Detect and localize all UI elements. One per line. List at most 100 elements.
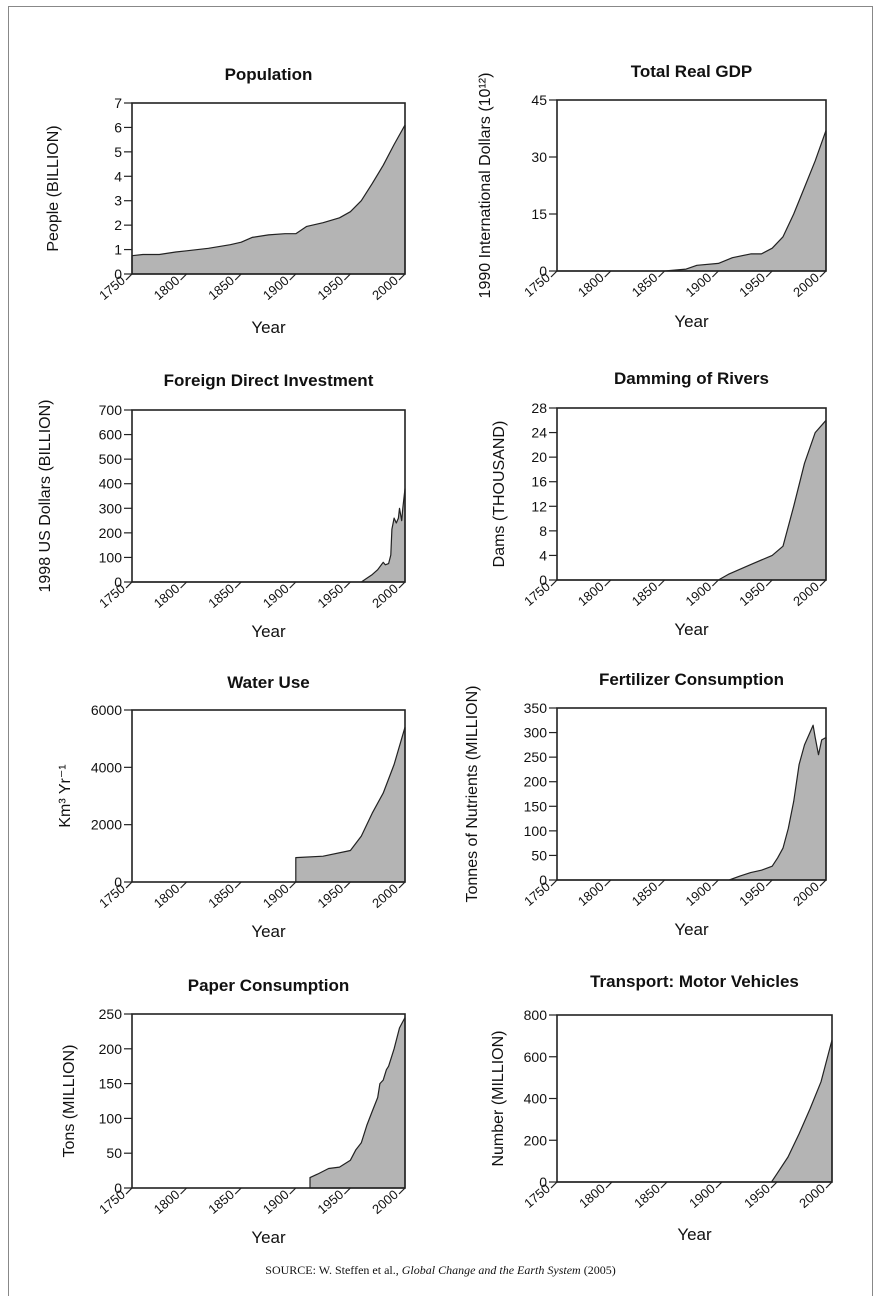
y-tick-label: 600: [99, 427, 123, 443]
x-tick: [289, 273, 297, 281]
y-tick-label: 45: [531, 92, 547, 108]
y-tick-label: 6: [114, 119, 122, 135]
x-tick-label: 1900: [683, 879, 715, 909]
y-tick-label: 0: [114, 874, 122, 890]
x-tick: [125, 1187, 133, 1195]
x-tick-label: 1800: [151, 881, 183, 911]
x-tick: [604, 270, 612, 278]
x-tick: [343, 881, 351, 889]
x-tick-label: 1750: [521, 879, 553, 909]
y-axis-label: Km³ Yr⁻¹: [57, 764, 74, 827]
x-tick: [770, 1181, 778, 1189]
x-tick-label: 1800: [576, 1181, 608, 1211]
x-tick: [550, 879, 558, 887]
x-tick: [660, 1181, 668, 1189]
x-tick-label: 1900: [683, 270, 715, 300]
area-series: [556, 724, 827, 881]
x-tick: [658, 579, 666, 587]
x-tick-label: 1850: [205, 581, 237, 611]
y-tick-label: 300: [524, 725, 548, 741]
chart-title: Total Real GDP: [631, 62, 753, 81]
x-tick: [711, 579, 719, 587]
x-tick-label: 1800: [151, 273, 183, 303]
x-tick: [180, 273, 188, 281]
x-tick: [125, 581, 133, 589]
y-tick-label: 50: [106, 1145, 122, 1161]
x-tick-label: 2000: [369, 273, 401, 303]
x-tick: [289, 581, 297, 589]
y-tick-label: 8: [539, 523, 547, 539]
x-tick-label: 2000: [369, 881, 401, 911]
x-tick: [125, 273, 133, 281]
y-tick-label: 700: [99, 402, 123, 418]
y-tick-label: 2: [114, 217, 122, 233]
y-tick-label: 4: [114, 168, 122, 184]
y-axis-label: Number (MILLION): [490, 1030, 507, 1166]
y-axis-label: Tons (MILLION): [61, 1045, 78, 1158]
chart-3: 0 100 200 300 400 500 600 700 1750 1800 1850 1900 19…: [37, 371, 406, 641]
x-tick-label: 1950: [736, 879, 768, 909]
source-prefix: SOURCE: W. Steffen et al.,: [265, 1263, 402, 1277]
y-tick-label: 4: [539, 547, 547, 563]
y-axis-label: Dams (THOUSAND): [491, 421, 508, 568]
x-tick-label: 2000: [790, 270, 822, 300]
chart-title: Paper Consumption: [188, 976, 350, 995]
y-tick-label: 250: [99, 1006, 123, 1022]
y-tick-label: 0: [114, 266, 122, 282]
x-tick-label: 1850: [629, 879, 661, 909]
y-tick-label: 12: [531, 498, 547, 514]
x-tick-label: 1800: [151, 581, 183, 611]
x-tick: [343, 581, 351, 589]
x-tick: [343, 273, 351, 281]
chart-title: Foreign Direct Investment: [164, 371, 374, 390]
x-tick: [819, 579, 827, 587]
chart-7: 0 50 100 150 200 250 1750 1800 1850 1900 1950 2000 P…: [61, 976, 406, 1247]
x-tick: [550, 270, 558, 278]
x-tick-label: 1950: [736, 270, 768, 300]
x-tick: [819, 879, 827, 887]
y-tick-label: 200: [524, 774, 548, 790]
y-tick-label: 1: [114, 242, 122, 258]
y-tick-label: 200: [99, 525, 123, 541]
x-tick: [180, 581, 188, 589]
x-tick: [180, 1187, 188, 1195]
chart-5: 0 2000 4000 6000 1750 1800 1850 1900 1950 2000 Wat…: [57, 673, 406, 941]
x-tick: [343, 1187, 351, 1195]
x-tick: [234, 581, 242, 589]
x-tick-label: 1950: [315, 581, 347, 611]
x-tick-label: 1750: [96, 273, 128, 303]
y-tick-label: 7: [114, 95, 122, 111]
y-tick-label: 0: [539, 263, 547, 279]
x-tick: [289, 1187, 297, 1195]
chart-8: 0 200 400 600 800 1750 1800 1850 1900 1950 2000 Tra…: [490, 972, 833, 1244]
chart-title: Transport: Motor Vehicles: [590, 972, 799, 991]
x-tick-label: 1850: [205, 881, 237, 911]
x-axis-label: Year: [674, 620, 709, 639]
x-tick: [180, 881, 188, 889]
x-tick: [711, 879, 719, 887]
x-tick: [711, 270, 719, 278]
x-tick-label: 2000: [369, 581, 401, 611]
y-axis-label: Tonnes of Nutrients (MILLION): [464, 686, 481, 903]
x-tick-label: 1750: [96, 881, 128, 911]
x-tick-label: 1900: [686, 1181, 718, 1211]
plot-frame: [131, 1013, 406, 1189]
plot-frame: [556, 99, 827, 272]
x-tick: [819, 270, 827, 278]
x-tick-label: 1900: [260, 273, 292, 303]
chart-2: 0 15 30 45 1750 1800 1850 1900 1950 2000 Total Rea…: [477, 62, 827, 331]
source-year: (2005): [580, 1263, 616, 1277]
x-tick: [234, 273, 242, 281]
x-axis-label: Year: [677, 1225, 712, 1244]
y-axis-label: 1998 US Dollars (BILLION): [37, 400, 54, 593]
x-tick: [234, 881, 242, 889]
y-tick-label: 150: [524, 798, 548, 814]
x-tick: [658, 270, 666, 278]
y-tick-label: 100: [524, 823, 548, 839]
y-tick-label: 800: [524, 1007, 548, 1023]
area-series: [556, 129, 827, 272]
y-tick-label: 0: [114, 1180, 122, 1196]
chart-4: 0 4 8 12 16 20 24 28 1750 1800 1850 1900 1950 2000 Dam…: [491, 369, 827, 639]
